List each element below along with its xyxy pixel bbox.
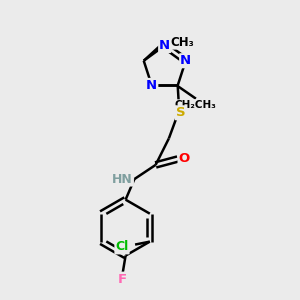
Text: O: O: [178, 152, 190, 165]
Text: CH₂CH₃: CH₂CH₃: [175, 100, 217, 110]
Text: CH₃: CH₃: [171, 36, 195, 49]
Text: N: N: [146, 79, 157, 92]
Text: F: F: [118, 273, 127, 286]
Text: Cl: Cl: [116, 240, 129, 254]
Text: N: N: [159, 39, 170, 52]
Text: S: S: [176, 106, 185, 119]
Text: N: N: [180, 54, 191, 67]
Text: HN: HN: [112, 172, 133, 186]
